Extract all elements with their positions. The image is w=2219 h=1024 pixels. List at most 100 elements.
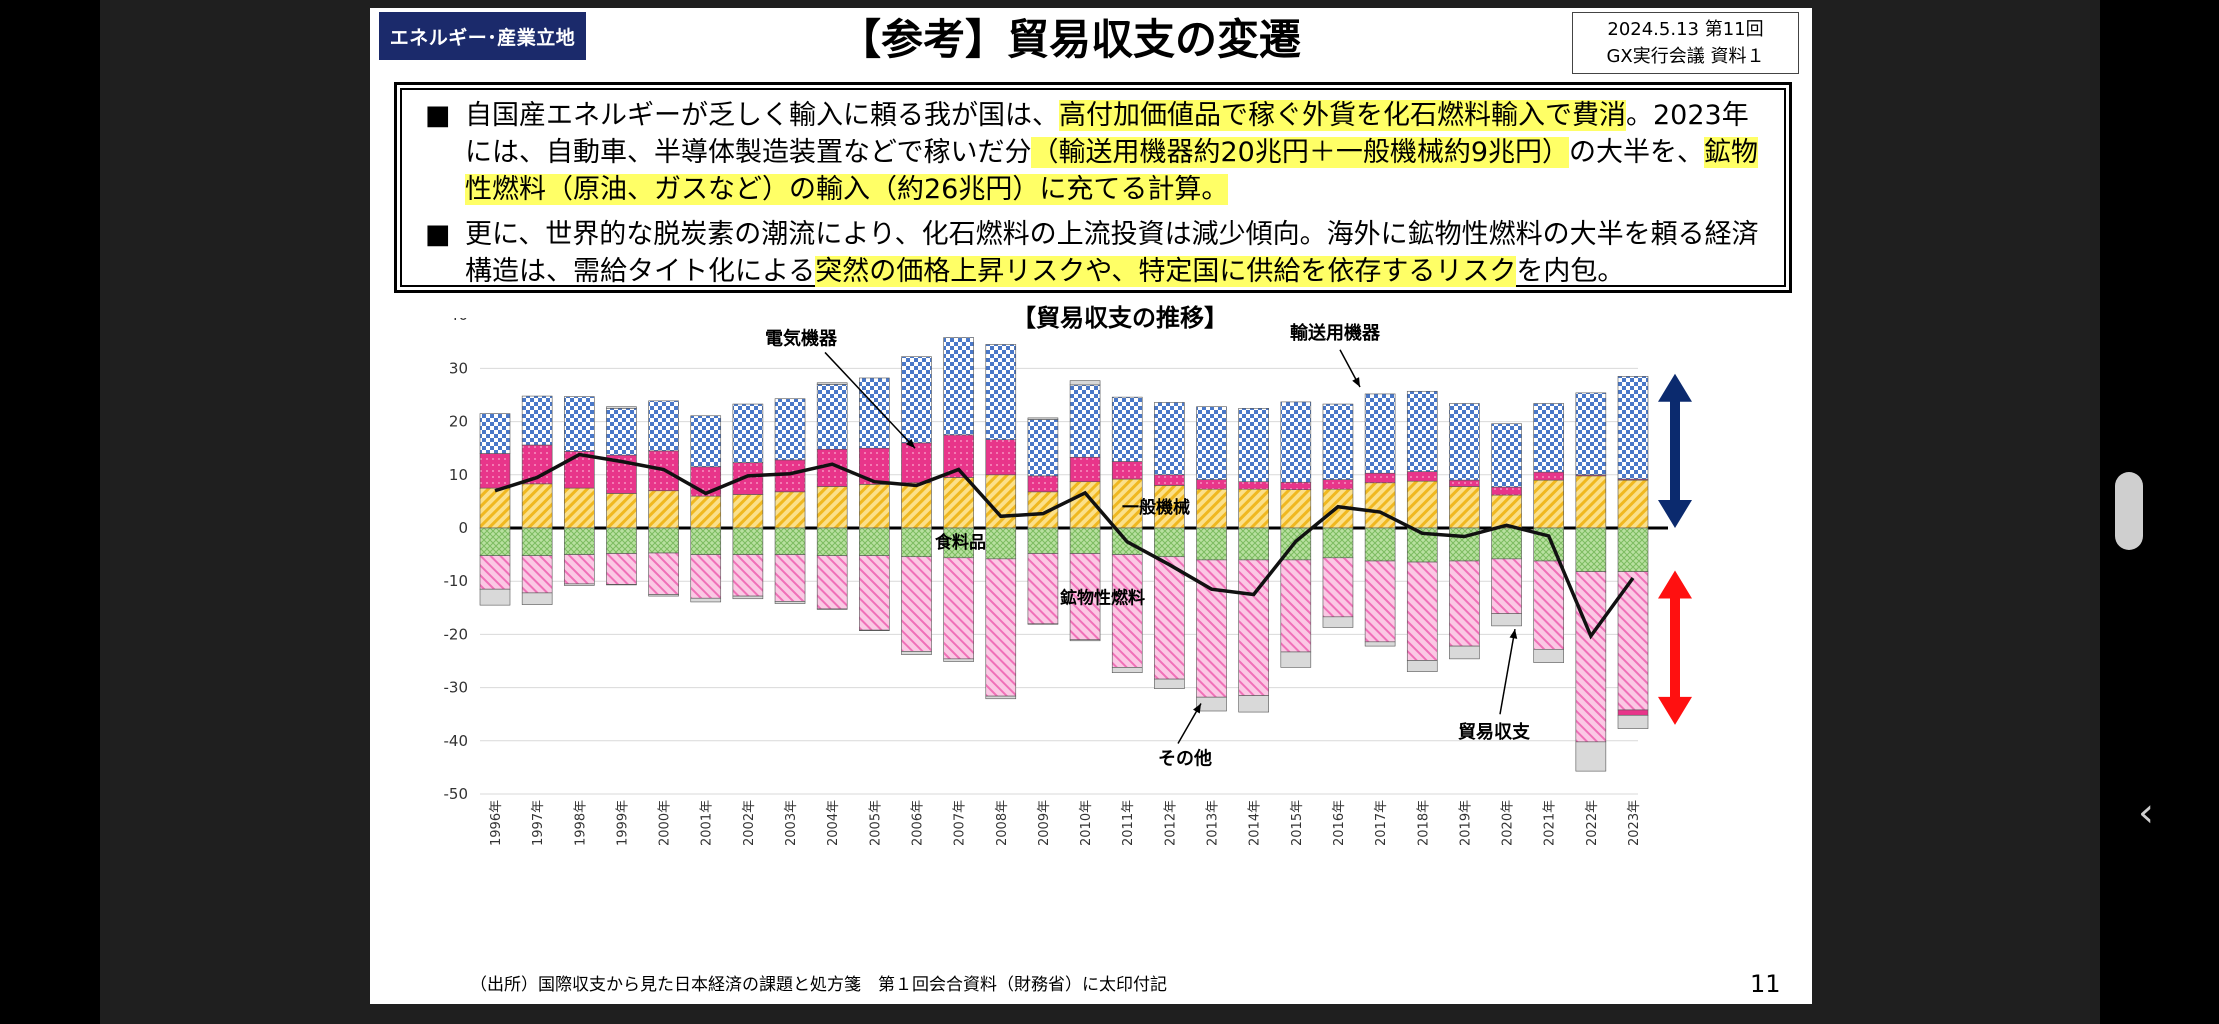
bar-一般機械 xyxy=(859,484,890,529)
chart-title: 【貿易収支の推移】 xyxy=(1012,304,1228,332)
bar-電気機器 xyxy=(1069,456,1101,483)
bar-輸送用機器 xyxy=(1322,403,1354,480)
text-part: 更に、世界的な脱炭素の潮流により、化石燃料の上流投資は減少傾向。海外に鉱物性燃料… xyxy=(465,219,1759,287)
bar-一般機械 xyxy=(1617,479,1649,529)
bar-鉱物性燃料 xyxy=(1069,553,1101,641)
x-tick-label: 1999年 xyxy=(615,800,630,846)
bar-輸送用機器 xyxy=(1154,402,1185,476)
y-tick-label: 20 xyxy=(449,413,468,431)
bar-一般機械 xyxy=(774,491,806,529)
source-note: （出所）国際収支から見た日本経済の課題と処方箋 第１回会合資料（財務省）に太印付… xyxy=(470,975,1167,995)
bar-輸送用機器 xyxy=(1533,403,1565,473)
y-tick-label: 40 xyxy=(449,318,468,324)
x-tick-label: 2001年 xyxy=(700,800,715,846)
bar-食料品 xyxy=(816,527,848,556)
page-number: 11 xyxy=(1750,970,1781,998)
bar-一般機械 xyxy=(606,493,637,529)
bar-輸送用機器 xyxy=(648,400,679,452)
x-tick-label: 1996年 xyxy=(489,800,504,846)
bar-電気機器 xyxy=(1238,481,1269,490)
x-tick-label: 2023年 xyxy=(1627,800,1642,846)
bar-輸送用機器 xyxy=(1238,408,1269,483)
highlight-text: 高付加価値品で稼ぐ外貨を化石燃料輸入で費消 xyxy=(1059,100,1626,131)
bar-食料品 xyxy=(648,527,679,554)
annotation-electric-arrow xyxy=(824,351,916,449)
bar-電気機器 xyxy=(1406,471,1438,482)
x-tick-label: 2018年 xyxy=(1416,800,1431,846)
bar-その他 xyxy=(1406,660,1438,672)
bar-鉱物性燃料 xyxy=(985,558,1017,697)
text-part: 自国産エネルギーが乏しく輸入に頼る我が国は、 xyxy=(465,100,1059,131)
bar-その他（輸出超） xyxy=(816,382,848,385)
y-tick-label: -30 xyxy=(444,679,469,697)
bar-食料品 xyxy=(859,527,890,556)
annotation-other: その他 xyxy=(1158,748,1212,770)
bullet-square-icon: ■ xyxy=(425,219,451,250)
bar-鉱物性燃料 xyxy=(1111,554,1143,668)
annotation-trade-balance-arrow-head xyxy=(1509,629,1518,639)
left-black-margin xyxy=(0,0,100,1024)
bar-輸送用機器 xyxy=(1617,376,1649,480)
x-tick-label: 2012年 xyxy=(1163,800,1178,846)
trade-balance-chart: 50403020100-10-20-30-40-50（兆円） 1996年1997… xyxy=(444,318,1692,846)
bar-食料品 xyxy=(1575,527,1607,572)
highlight-text: 突然の価格上昇リスクや、特定国に供給を依存するリスク xyxy=(815,256,1517,287)
bar-輸送用機器 xyxy=(1449,403,1480,481)
x-tick-label: 2000年 xyxy=(658,800,673,846)
bar-食料品 xyxy=(1617,527,1649,572)
slide-title: 【参考】貿易収支の変遷 xyxy=(838,15,1301,64)
bar-食料品 xyxy=(690,527,722,555)
summary-bullet-2: ■ 更に、世界的な脱炭素の潮流により、化石燃料の上流投資は減少傾向。海外に鉱物性… xyxy=(425,216,1771,290)
bar-一般機械 xyxy=(1196,488,1227,529)
trade-balance-line xyxy=(494,452,1635,640)
bar-一般機械 xyxy=(985,474,1017,529)
bar-その他 xyxy=(774,601,806,604)
bar-鉱物性燃料 xyxy=(1406,561,1438,661)
bar-電気機器 xyxy=(985,439,1017,476)
bar-輸送用機器 xyxy=(521,395,553,446)
bar-電気機器 xyxy=(1533,471,1565,481)
x-tick-label: 2017年 xyxy=(1374,800,1389,846)
x-tick-label: 2002年 xyxy=(742,800,757,846)
bar-一般機械 xyxy=(943,477,974,529)
bar-鉱物性燃料 xyxy=(1449,560,1480,647)
summary-box: ■ 自国産エネルギーが乏しく輸入に頼る我が国は、高付加価値品で稼ぐ外貨を化石燃料… xyxy=(394,82,1792,293)
bar-輸送用機器 xyxy=(563,396,595,452)
bar-電気機器 xyxy=(479,453,511,489)
x-tick-label: 2011年 xyxy=(1121,800,1136,846)
bar-食料品 xyxy=(563,527,595,555)
bar-その他 xyxy=(1449,645,1480,660)
bar-輸送用機器 xyxy=(1364,393,1396,474)
import-range-arrow-up xyxy=(1658,570,1692,599)
bar-鉱物性燃料 xyxy=(606,553,637,585)
y-tick-label: -50 xyxy=(444,785,469,803)
bar-一般機械 xyxy=(1364,482,1396,529)
scrollbar-handle[interactable] xyxy=(2115,472,2143,550)
bar-電気機器 xyxy=(1449,479,1480,487)
bar-電気機器 xyxy=(690,466,722,497)
bar-食料品 xyxy=(479,527,511,556)
bar-鉱物性燃料 xyxy=(521,555,553,594)
bar-その他 xyxy=(648,594,679,597)
bar-一般機械 xyxy=(1406,480,1438,529)
bar-輸送用機器 xyxy=(1069,384,1101,458)
bar-一般機械 xyxy=(732,494,764,529)
bar-その他 xyxy=(1364,641,1396,647)
bar-その他 xyxy=(1111,667,1143,674)
annotation-fuel: 鉱物性燃料 xyxy=(1060,588,1145,609)
x-tick-label: 2003年 xyxy=(784,800,799,846)
annotation-transport-arrow-head xyxy=(1352,377,1360,388)
bar-電気機器 xyxy=(901,442,932,484)
bar-その他 xyxy=(690,597,722,603)
bar-鉱物性燃料 xyxy=(479,555,511,590)
highlight-text: （輸送用機器約20兆円＋一般機械約9兆円） xyxy=(1031,137,1570,168)
bar-鉱物性燃料 xyxy=(901,556,932,652)
bar-食料品 xyxy=(1364,527,1396,562)
chevron-left-icon[interactable]: ‹ xyxy=(2138,790,2154,836)
bar-その他 xyxy=(521,592,553,605)
bar-鉱物性燃料 xyxy=(943,557,974,660)
export-range-arrow xyxy=(1670,391,1680,510)
bar-輸送用機器 xyxy=(1575,392,1607,476)
bar-輸送用機器 xyxy=(1406,390,1438,472)
bar-輸送用機器 xyxy=(690,415,722,468)
